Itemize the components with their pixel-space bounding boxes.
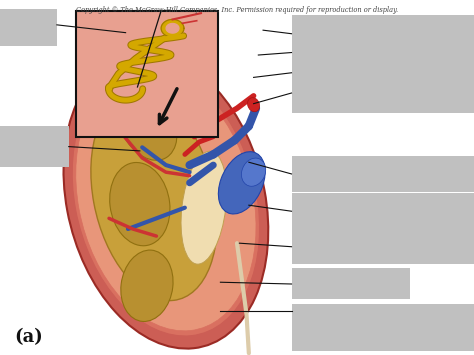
Ellipse shape	[117, 84, 177, 160]
Ellipse shape	[91, 93, 217, 301]
Ellipse shape	[109, 163, 170, 246]
Bar	[0, 126, 69, 167]
Bar	[292, 156, 474, 192]
Bar	[292, 15, 474, 113]
Ellipse shape	[241, 158, 266, 186]
Polygon shape	[161, 20, 184, 37]
Bar	[292, 229, 474, 264]
Ellipse shape	[219, 152, 265, 214]
Text: (a): (a)	[14, 328, 43, 346]
Bar	[292, 304, 474, 351]
Ellipse shape	[181, 151, 227, 264]
Bar	[0, 9, 57, 46]
Ellipse shape	[247, 98, 260, 112]
Ellipse shape	[72, 65, 260, 336]
Ellipse shape	[76, 70, 256, 331]
Text: Copyright © The McGraw-Hill Companies, Inc. Permission required for reproduction: Copyright © The McGraw-Hill Companies, I…	[76, 6, 398, 15]
Bar	[76, 11, 218, 137]
Bar	[292, 193, 474, 229]
Ellipse shape	[121, 250, 173, 322]
Ellipse shape	[64, 53, 268, 349]
Polygon shape	[166, 23, 179, 33]
Bar	[292, 268, 410, 299]
